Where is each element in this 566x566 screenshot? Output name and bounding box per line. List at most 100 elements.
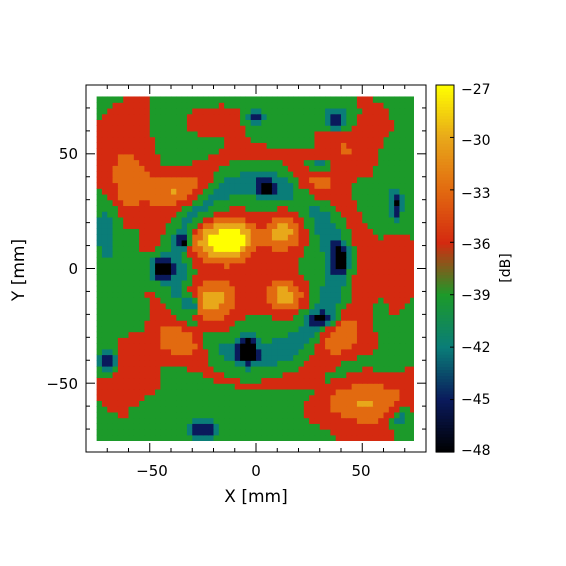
contour-cell bbox=[101, 268, 108, 275]
contour-cell bbox=[293, 159, 300, 166]
contour-cell bbox=[261, 113, 268, 120]
contour-cell bbox=[303, 107, 310, 115]
contour-cell bbox=[277, 125, 284, 132]
colorbar-strip bbox=[436, 210, 454, 215]
contour-cell bbox=[266, 314, 273, 321]
contour-cell bbox=[287, 257, 294, 264]
contour-cell bbox=[202, 257, 209, 264]
contour-cell bbox=[165, 211, 172, 218]
contour-cell bbox=[123, 136, 130, 143]
contour-cell bbox=[234, 130, 241, 138]
contour-cell bbox=[128, 383, 135, 390]
contour-cell bbox=[372, 394, 379, 401]
contour-cell bbox=[404, 383, 411, 390]
contour-cell bbox=[256, 348, 262, 356]
contour-cell bbox=[171, 377, 177, 384]
contour-cell bbox=[213, 171, 220, 178]
contour-cell bbox=[314, 320, 321, 327]
contour-cell bbox=[399, 251, 406, 258]
contour-cell bbox=[394, 251, 401, 258]
contour-cell bbox=[298, 268, 305, 275]
contour-cell bbox=[325, 423, 331, 430]
contour-cell bbox=[372, 377, 379, 384]
contour-cell bbox=[303, 239, 310, 247]
contour-cell bbox=[362, 343, 369, 350]
contour-cell bbox=[362, 320, 369, 327]
contour-cell bbox=[266, 417, 273, 424]
contour-cell bbox=[155, 297, 161, 304]
contour-cell bbox=[346, 343, 353, 350]
contour-cell bbox=[171, 320, 177, 327]
contour-cell bbox=[202, 119, 209, 126]
contour-cell bbox=[149, 222, 156, 229]
contour-cell bbox=[362, 222, 369, 229]
contour-cell bbox=[213, 211, 220, 218]
contour-cell bbox=[107, 434, 114, 441]
contour-cell bbox=[245, 159, 252, 166]
colorbar-strip bbox=[436, 170, 454, 175]
contour-cell bbox=[277, 176, 284, 184]
contour-cell bbox=[330, 360, 337, 367]
contour-cell bbox=[293, 268, 300, 275]
contour-cell bbox=[346, 262, 353, 270]
contour-cell bbox=[410, 423, 414, 430]
contour-cell bbox=[181, 429, 188, 436]
contour-cell bbox=[346, 331, 353, 338]
contour-cell bbox=[176, 153, 183, 161]
contour-cell bbox=[107, 228, 114, 235]
contour-cell bbox=[144, 394, 151, 401]
contour-cell bbox=[117, 388, 124, 396]
contour-cell bbox=[101, 125, 108, 132]
contour-cell bbox=[404, 96, 411, 103]
contour-cell bbox=[341, 234, 347, 241]
contour-cell bbox=[261, 153, 268, 161]
contour-cell bbox=[218, 102, 225, 109]
contour-cell bbox=[234, 360, 241, 367]
contour-cell bbox=[165, 417, 172, 424]
contour-cell bbox=[186, 130, 193, 138]
contour-cell bbox=[282, 268, 289, 275]
contour-cell bbox=[250, 279, 257, 287]
colorbar-strip bbox=[436, 109, 454, 114]
contour-cell bbox=[155, 291, 161, 298]
contour-cell bbox=[383, 383, 390, 390]
contour-cell bbox=[128, 400, 135, 407]
contour-cell bbox=[229, 383, 236, 390]
contour-cell bbox=[394, 388, 401, 396]
contour-cell bbox=[314, 360, 321, 367]
contour-cell bbox=[404, 257, 411, 264]
contour-cell bbox=[293, 153, 300, 161]
contour-cell bbox=[213, 377, 220, 384]
contour-cell bbox=[208, 348, 215, 356]
x-axis-title: X [mm] bbox=[224, 487, 287, 507]
contour-cell bbox=[309, 171, 316, 178]
contour-cell bbox=[213, 142, 220, 149]
contour-cell bbox=[224, 400, 231, 407]
contour-cell bbox=[208, 136, 215, 143]
contour-cell bbox=[160, 148, 167, 155]
contour-cell bbox=[208, 182, 215, 189]
contour-cell bbox=[149, 228, 156, 235]
contour-cell bbox=[149, 165, 156, 172]
contour-cell bbox=[287, 113, 294, 120]
contour-cell bbox=[96, 279, 103, 287]
contour-cell bbox=[250, 388, 257, 396]
contour-cell bbox=[346, 159, 353, 166]
contour-cell bbox=[117, 130, 124, 138]
contour-cell bbox=[325, 434, 331, 441]
contour-cell bbox=[240, 153, 246, 161]
contour-cell bbox=[139, 279, 146, 287]
colorbar-strip bbox=[436, 219, 454, 224]
contour-cell bbox=[208, 331, 215, 338]
contour-cell bbox=[107, 239, 114, 247]
contour-cell bbox=[341, 199, 347, 207]
contour-cell bbox=[282, 165, 289, 172]
contour-cell bbox=[133, 159, 140, 166]
contour-cell bbox=[388, 165, 395, 172]
contour-cell bbox=[250, 165, 257, 172]
contour-cell bbox=[351, 302, 358, 310]
colorbar-strip bbox=[436, 412, 454, 416]
contour-cell bbox=[176, 423, 183, 430]
contour-cell bbox=[378, 188, 385, 195]
contour-cell bbox=[101, 159, 108, 166]
